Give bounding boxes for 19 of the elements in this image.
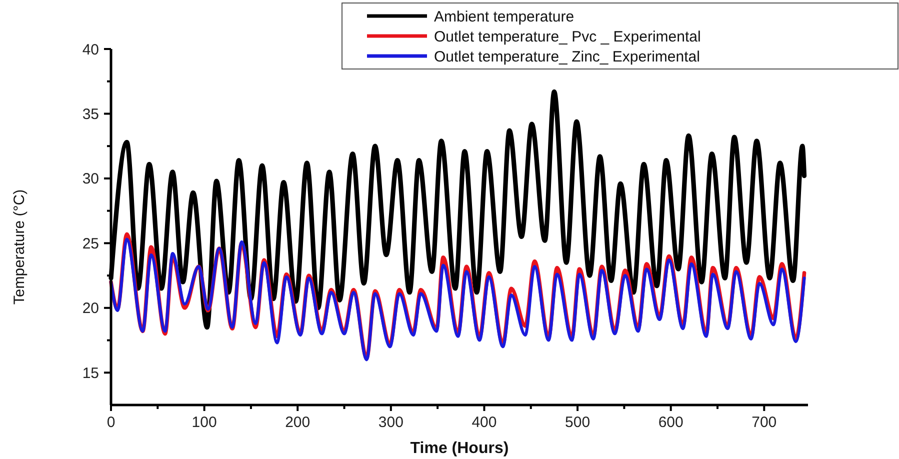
x-tick-label: 700 [752, 414, 777, 431]
y-tick-label: 40 [82, 41, 99, 58]
x-tick-label: 400 [472, 414, 497, 431]
x-tick-label: 300 [378, 414, 404, 431]
x-tick-label: 100 [192, 414, 217, 431]
y-tick-label: 30 [82, 170, 99, 188]
legend-label: Outlet temperature_ Pvc _ Experimental [434, 28, 701, 46]
x-tick-label: 500 [565, 414, 590, 431]
x-axis-title: Time (Hours) [410, 440, 509, 457]
y-tick-label: 35 [82, 106, 99, 123]
y-tick-label: 25 [82, 235, 99, 252]
x-tick-label: 600 [658, 414, 684, 431]
y-tick-label: 20 [82, 300, 99, 318]
y-tick-label: 15 [82, 364, 99, 382]
y-axis-title: Temperature (°C) [11, 189, 28, 305]
legend-label: Outlet temperature_ Zinc_ Experimental [434, 48, 700, 66]
x-tick-label: 200 [285, 414, 310, 431]
x-tick-label: 0 [106, 414, 116, 431]
legend-label: Ambient temperature [434, 8, 574, 26]
